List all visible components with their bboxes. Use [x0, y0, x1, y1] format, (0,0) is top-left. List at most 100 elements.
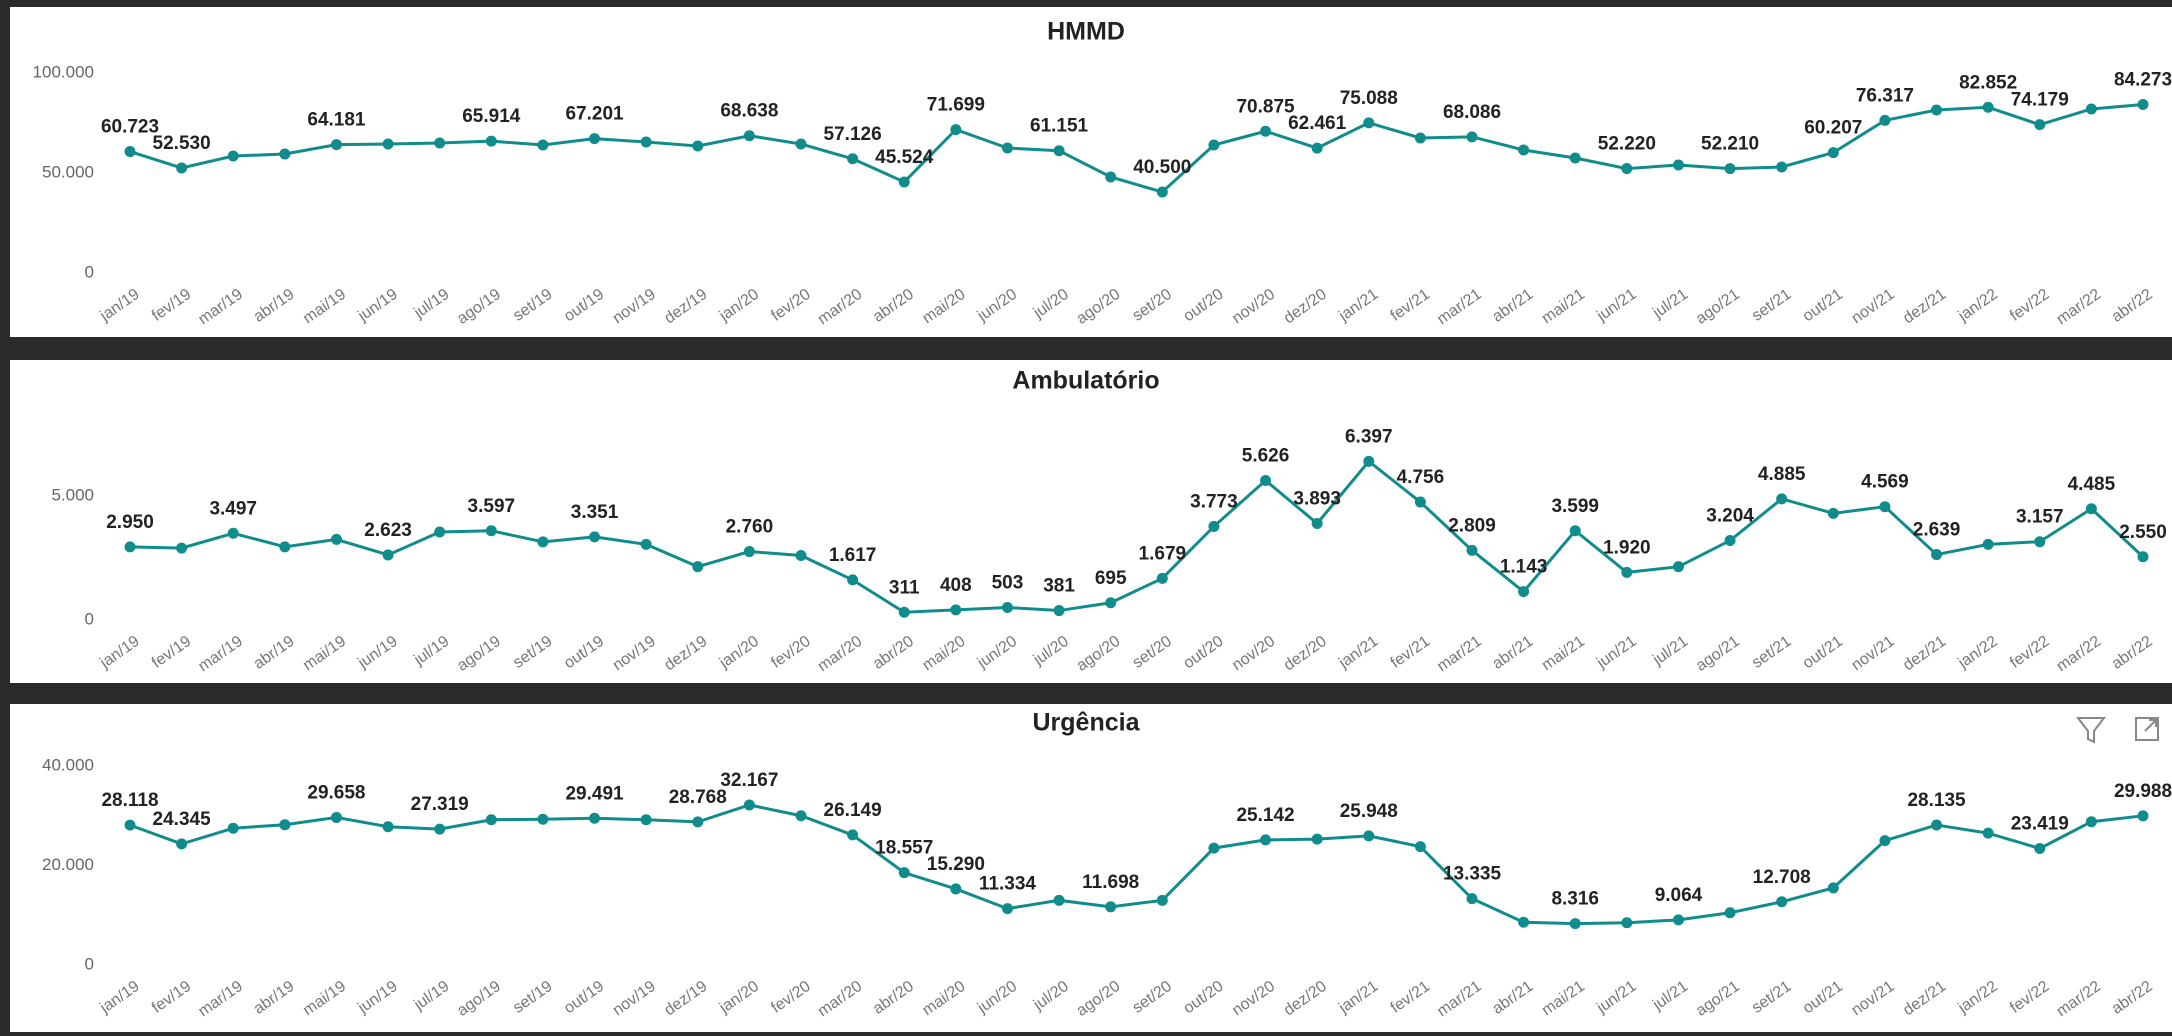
marker [1931, 549, 1943, 561]
marker [1518, 586, 1530, 598]
marker [485, 525, 497, 537]
data-label: 28.768 [669, 787, 727, 808]
marker [485, 814, 497, 826]
data-label: 15.290 [927, 854, 985, 875]
marker [640, 538, 652, 550]
data-label: 62.461 [1288, 113, 1347, 134]
y-tick-label: 20.000 [42, 855, 94, 874]
marker [795, 138, 807, 150]
marker [382, 549, 394, 561]
data-label: 1.920 [1603, 537, 1651, 558]
data-label: 52.530 [153, 133, 211, 154]
y-tick-label: 0 [85, 262, 94, 281]
data-label: 503 [992, 573, 1024, 594]
data-label: 3.599 [1551, 496, 1599, 517]
data-label: 2.639 [1913, 520, 1961, 541]
data-label: 3.893 [1293, 488, 1341, 509]
data-label: 311 [889, 577, 920, 598]
marker [2034, 119, 2046, 131]
marker [1621, 163, 1633, 175]
marker [1776, 896, 1788, 908]
data-label: 32.167 [720, 770, 778, 791]
marker [537, 139, 549, 151]
marker [1776, 161, 1788, 173]
data-label: 29.658 [307, 782, 365, 803]
marker [485, 135, 497, 147]
data-label: 1.679 [1139, 543, 1187, 564]
y-tick-label: 40.000 [42, 755, 94, 774]
marker [589, 133, 601, 145]
marker [1363, 830, 1375, 842]
marker [176, 838, 188, 850]
data-label: 67.201 [565, 104, 624, 125]
data-label: 13.335 [1443, 864, 1502, 885]
data-label: 11.698 [1082, 872, 1139, 893]
marker [124, 541, 136, 553]
marker [1672, 914, 1684, 926]
marker [176, 542, 188, 554]
marker [950, 604, 962, 616]
data-label: 65.914 [462, 106, 521, 127]
marker [898, 606, 910, 618]
data-label: 52.220 [1598, 134, 1656, 155]
data-label: 74.179 [2011, 90, 2069, 111]
data-label: 2.623 [364, 520, 412, 541]
y-tick-label: 5.000 [51, 485, 94, 504]
marker [1414, 496, 1426, 508]
marker [227, 527, 239, 539]
marker [2137, 551, 2149, 563]
data-label: 4.569 [1861, 472, 1909, 493]
marker [1879, 114, 1891, 126]
data-label: 9.064 [1655, 885, 1703, 906]
data-label: 25.142 [1236, 805, 1294, 826]
chart-title: Urgência [1033, 709, 1141, 737]
marker [1208, 139, 1220, 151]
marker [2085, 103, 2097, 115]
marker [1724, 907, 1736, 919]
marker [176, 162, 188, 174]
data-label: 24.345 [153, 809, 212, 830]
marker [898, 867, 910, 879]
panel [10, 360, 2172, 683]
marker [1621, 917, 1633, 929]
marker [847, 574, 859, 586]
data-label: 3.351 [571, 502, 619, 523]
line [129, 803, 2144, 926]
marker [1414, 841, 1426, 853]
marker [1569, 152, 1581, 164]
data-label: 60.723 [101, 117, 159, 138]
marker [1466, 131, 1478, 143]
marker [2085, 816, 2097, 828]
marker [1105, 901, 1117, 913]
marker [537, 536, 549, 548]
chart-title: HMMD [1047, 18, 1125, 46]
marker [1105, 171, 1117, 183]
data-label: 2.809 [1448, 515, 1496, 536]
data-label: 3.157 [2016, 507, 2064, 528]
data-label: 4.485 [2068, 474, 2116, 495]
y-tick-label: 0 [85, 609, 94, 628]
marker [1208, 520, 1220, 532]
marker [743, 130, 755, 142]
marker [1931, 819, 1943, 831]
marker [1156, 186, 1168, 198]
marker [950, 883, 962, 895]
data-label: 3.597 [468, 496, 516, 517]
data-label: 84.273 [2114, 69, 2172, 90]
data-label: 28.118 [101, 790, 158, 811]
expand-icon[interactable] [2135, 717, 2159, 741]
filter-icon[interactable] [2075, 717, 2107, 744]
data-label: 45.524 [875, 147, 934, 168]
data-label: 25.948 [1340, 801, 1398, 822]
marker [1311, 142, 1323, 154]
marker [692, 140, 704, 152]
data-label: 12.708 [1753, 867, 1811, 888]
marker [1466, 893, 1478, 905]
marker [950, 124, 962, 136]
marker [227, 150, 239, 162]
marker [1156, 894, 1168, 906]
data-label: 26.149 [824, 800, 882, 821]
data-label: 3.773 [1190, 491, 1238, 512]
marker [537, 813, 549, 825]
